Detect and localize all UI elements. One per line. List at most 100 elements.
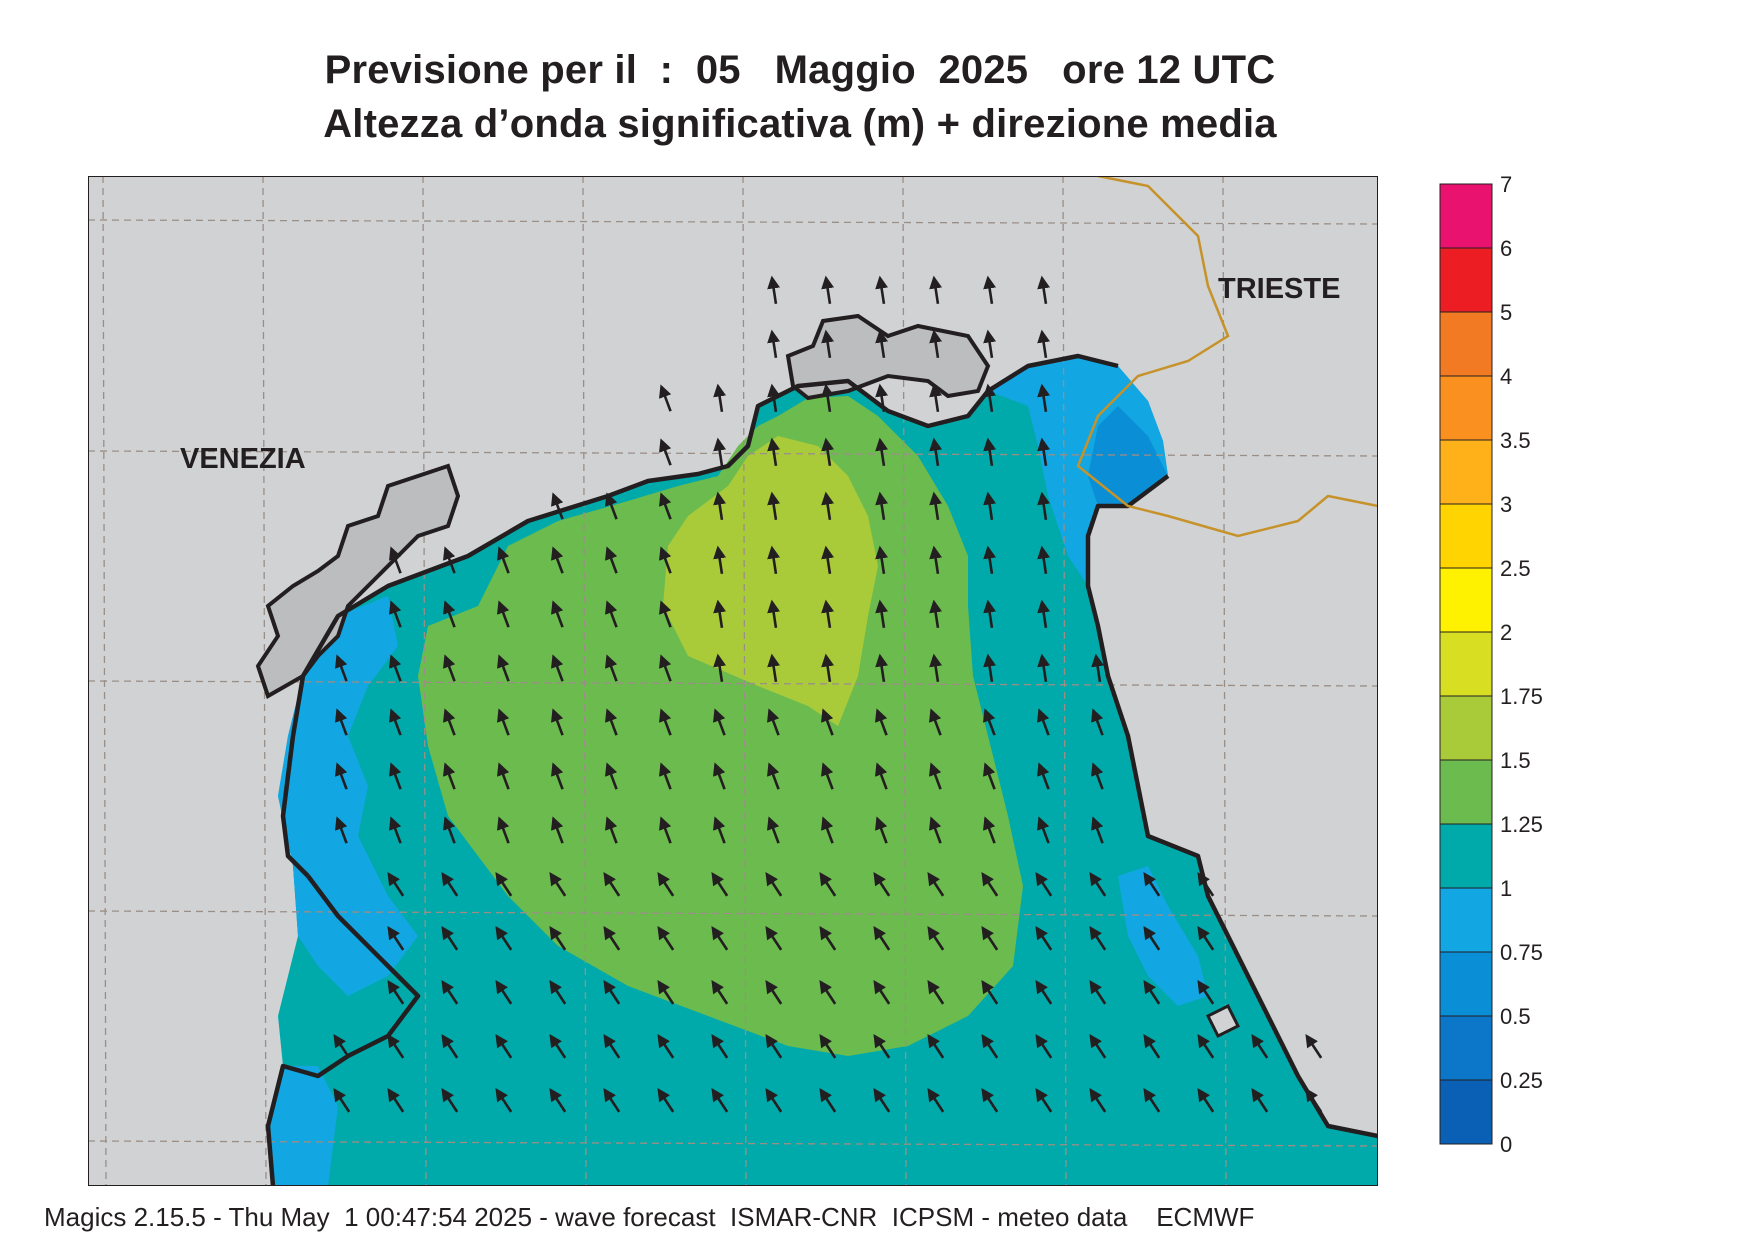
wave-direction-arrow — [551, 492, 564, 520]
wave-direction-arrow — [1089, 1033, 1107, 1059]
wave-direction-arrow — [765, 1033, 783, 1059]
forecast-subtitle: Altezza d’onda significativa (m) + direz… — [323, 102, 1277, 146]
wave-direction-arrow — [983, 437, 997, 467]
wave-direction-arrow — [551, 816, 564, 844]
wave-direction-arrow — [1037, 437, 1051, 467]
wave-direction-arrow — [767, 599, 781, 629]
wave-direction-arrow — [441, 1087, 459, 1113]
wave-direction-arrow — [981, 871, 999, 897]
wave-direction-arrow — [549, 925, 567, 951]
wave-direction-arrow — [875, 383, 889, 413]
wave-direction-arrow — [929, 599, 943, 629]
wave-direction-arrow — [1037, 491, 1051, 521]
wave-direction-arrow — [335, 816, 348, 844]
wave-direction-arrow — [713, 816, 726, 844]
wave-direction-arrow — [1197, 871, 1215, 897]
wave-direction-arrow — [767, 545, 781, 575]
wave-direction-arrow — [765, 871, 783, 897]
legend-color-box — [1439, 567, 1493, 633]
legend-tick-label: 0.5 — [1500, 1004, 1531, 1029]
legend-color-box — [1439, 247, 1493, 313]
wave-direction-arrow — [821, 816, 834, 844]
wave-direction-arrow — [549, 1087, 567, 1113]
wave-direction-arrow — [1197, 1033, 1215, 1059]
wave-direction-arrow — [657, 925, 675, 951]
sea-zone-0.75-1-east — [1118, 866, 1208, 1006]
wave-direction-arrow — [1091, 762, 1104, 790]
wave-direction-arrow — [441, 925, 459, 951]
wave-direction-arrow — [497, 816, 510, 844]
wave-direction-arrow — [333, 1087, 351, 1113]
legend-tick-label: 1.75 — [1500, 684, 1543, 709]
wave-direction-arrow — [1035, 979, 1053, 1005]
wave-direction-arrow — [549, 979, 567, 1005]
wave-direction-arrow — [603, 925, 621, 951]
wave-direction-arrow — [1197, 1087, 1215, 1113]
wave-direction-arrow — [873, 1033, 891, 1059]
wave-direction-arrow — [1037, 653, 1051, 683]
wave-direction-arrow — [387, 1087, 405, 1113]
legend-color-box — [1439, 375, 1493, 441]
wave-direction-arrow — [495, 871, 513, 897]
wave-direction-arrow — [1143, 1087, 1161, 1113]
coastline-east — [1085, 474, 1378, 1139]
wave-direction-arrow — [821, 275, 835, 305]
wave-direction-arrow — [875, 708, 888, 736]
wave-direction-arrow — [1037, 762, 1050, 790]
wave-direction-arrow — [983, 491, 997, 521]
wave-direction-arrow — [875, 816, 888, 844]
legend-color-box — [1439, 1015, 1493, 1081]
wave-direction-arrow — [443, 654, 456, 682]
wave-direction-arrow — [819, 1087, 837, 1113]
wave-direction-arrow — [819, 871, 837, 897]
legend-tick-label: 0 — [1500, 1132, 1512, 1156]
wave-direction-arrow — [497, 654, 510, 682]
wave-direction-arrow — [387, 979, 405, 1005]
map-frame — [88, 176, 1378, 1186]
wave-direction-arrow — [551, 600, 564, 628]
wave-direction-arrow — [497, 708, 510, 736]
wave-direction-arrow — [711, 979, 729, 1005]
legend-color-box — [1439, 503, 1493, 569]
wave-direction-arrow — [1091, 708, 1104, 736]
wave-direction-arrow — [333, 1033, 351, 1059]
wave-direction-arrow — [441, 1033, 459, 1059]
wave-direction-arrow — [929, 545, 943, 575]
wave-direction-arrow — [929, 437, 943, 467]
wave-direction-arrow — [767, 383, 781, 413]
wave-direction-arrow — [551, 546, 564, 574]
wave-direction-arrow — [875, 653, 889, 683]
wave-direction-arrow — [1037, 383, 1051, 413]
wave-direction-arrow — [819, 925, 837, 951]
wave-direction-arrow — [603, 1033, 621, 1059]
wave-direction-arrow — [1091, 653, 1105, 683]
wave-direction-arrow — [605, 546, 618, 574]
wave-direction-arrow — [819, 979, 837, 1005]
wave-direction-arrow — [819, 1033, 837, 1059]
wave-direction-arrow — [387, 925, 405, 951]
wave-direction-arrow — [713, 653, 727, 683]
wave-direction-arrow — [983, 599, 997, 629]
wave-direction-arrow — [929, 383, 943, 413]
wave-direction-arrow — [873, 871, 891, 897]
legend-color-box — [1439, 759, 1493, 825]
legend-tick-label: 7 — [1500, 176, 1512, 197]
wave-direction-arrow — [389, 816, 402, 844]
wave-direction-arrow — [495, 979, 513, 1005]
wave-direction-arrow — [603, 871, 621, 897]
wave-direction-arrow — [1037, 329, 1051, 359]
wave-direction-arrow — [711, 871, 729, 897]
sea-zone-0.75-1-west — [278, 596, 418, 996]
wave-direction-arrow — [603, 1087, 621, 1113]
wave-direction-arrow — [981, 1087, 999, 1113]
wave-direction-arrow — [549, 871, 567, 897]
wave-direction-arrow — [927, 871, 945, 897]
wave-direction-arrow — [983, 762, 996, 790]
wave-direction-arrow — [605, 600, 618, 628]
wave-direction-arrow — [605, 492, 618, 520]
wave-direction-arrow — [1035, 925, 1053, 951]
coastline-north — [280, 353, 1119, 878]
wave-direction-arrow — [1035, 1087, 1053, 1113]
wave-direction-arrow — [551, 708, 564, 736]
wave-direction-arrow — [927, 979, 945, 1005]
